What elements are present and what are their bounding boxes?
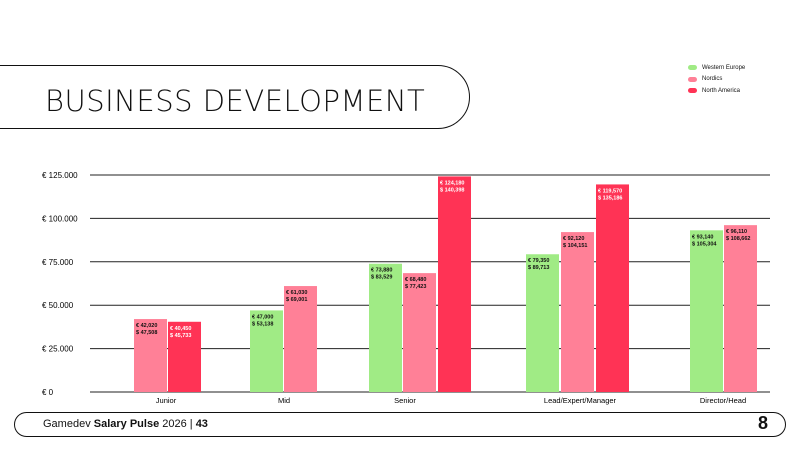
bar-nordics: [724, 225, 757, 392]
x-tick-label: Lead/Expert/Manager: [544, 396, 617, 405]
logo: 8: [758, 413, 769, 433]
data-label-usd: $ 47,508: [136, 330, 157, 336]
data-label-usd: $ 45,733: [170, 333, 191, 339]
data-label-usd: $ 104,151: [563, 243, 587, 249]
bar-western-europe: [526, 254, 559, 392]
footer-text: Gamedev Salary Pulse 2026 | 43: [43, 418, 208, 430]
data-label-usd: $ 77,423: [405, 284, 426, 290]
data-label-eur: € 61,030: [286, 290, 307, 296]
title-frame: [0, 65, 470, 129]
data-label-eur: € 124,180: [440, 180, 464, 186]
footer-frame: [14, 412, 786, 437]
data-label-usd: $ 108,662: [726, 236, 750, 242]
bar-western-europe: [369, 263, 402, 392]
bar-north-america: [168, 321, 201, 392]
data-label-eur: € 47,000: [252, 314, 273, 320]
legend-swatch: [688, 76, 697, 82]
data-label-usd: $ 53,138: [252, 321, 273, 327]
data-label-eur: € 119,570: [598, 188, 622, 194]
data-label-usd: $ 89,713: [528, 265, 549, 271]
data-label-eur: € 93,140: [692, 234, 713, 240]
legend-item: Western Europe: [688, 62, 745, 74]
data-label-eur: € 42,020: [136, 323, 157, 329]
data-label-usd: $ 69,001: [286, 297, 307, 303]
y-tick-label: € 125.000: [42, 171, 78, 180]
bar-north-america: [596, 184, 629, 392]
bar-nordics: [403, 273, 436, 392]
data-label-usd: $ 105,304: [692, 241, 717, 247]
bar-nordics: [134, 319, 167, 392]
data-label-eur: € 68,480: [405, 277, 426, 283]
page-title: BUSINESS DEVELOPMENT: [45, 84, 426, 118]
x-tick-label: Junior: [156, 396, 177, 405]
x-tick-label: Mid: [278, 396, 290, 405]
data-label-usd: $ 140,398: [440, 187, 464, 193]
legend-item: Nordics: [688, 74, 745, 86]
y-tick-label: € 50.000: [42, 301, 74, 310]
footer-year: 2026 |: [159, 418, 196, 430]
y-tick-label: € 100.000: [42, 214, 78, 223]
legend-item: North America: [688, 85, 745, 97]
x-tick-label: Senior: [394, 396, 416, 405]
data-label-eur: € 96,110: [726, 229, 747, 235]
y-tick-label: € 0: [42, 388, 54, 397]
data-label-eur: € 73,880: [371, 268, 392, 274]
bar-western-europe: [250, 310, 283, 392]
data-label-eur: € 92,120: [563, 236, 584, 242]
data-label-usd: $ 83,529: [371, 275, 392, 281]
legend-swatch: [688, 88, 697, 94]
y-tick-label: € 25.000: [42, 345, 74, 354]
x-tick-label: Director/Head: [700, 396, 746, 405]
bar-nordics: [561, 232, 594, 392]
footer-prefix: Gamedev: [43, 418, 94, 430]
bar-western-europe: [690, 230, 723, 392]
data-label-usd: $ 135,186: [598, 195, 622, 201]
legend-label: Western Europe: [702, 64, 746, 71]
legend-label: North America: [702, 87, 741, 94]
bar-north-america: [438, 176, 471, 392]
y-tick-label: € 75.000: [42, 258, 74, 267]
legend-swatch: [688, 65, 697, 71]
legend: Western Europe Nordics North America: [688, 62, 745, 97]
legend-label: Nordics: [702, 76, 723, 83]
bar-nordics: [284, 286, 317, 392]
page-number: 43: [195, 418, 208, 430]
data-label-eur: € 79,350: [528, 258, 549, 264]
footer-brand: Salary Pulse: [93, 418, 160, 430]
data-label-eur: € 40,450: [170, 326, 191, 332]
